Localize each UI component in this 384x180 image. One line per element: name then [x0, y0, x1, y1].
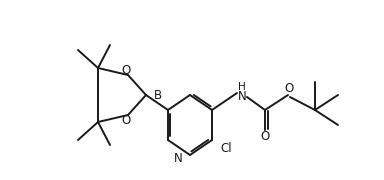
Text: O: O	[121, 114, 131, 127]
Text: O: O	[260, 130, 270, 143]
Text: N: N	[174, 152, 183, 165]
Text: O: O	[285, 82, 294, 94]
Text: O: O	[121, 64, 131, 76]
Text: H: H	[238, 82, 246, 92]
Text: N: N	[238, 89, 247, 102]
Text: Cl: Cl	[220, 141, 232, 154]
Text: B: B	[154, 89, 162, 102]
